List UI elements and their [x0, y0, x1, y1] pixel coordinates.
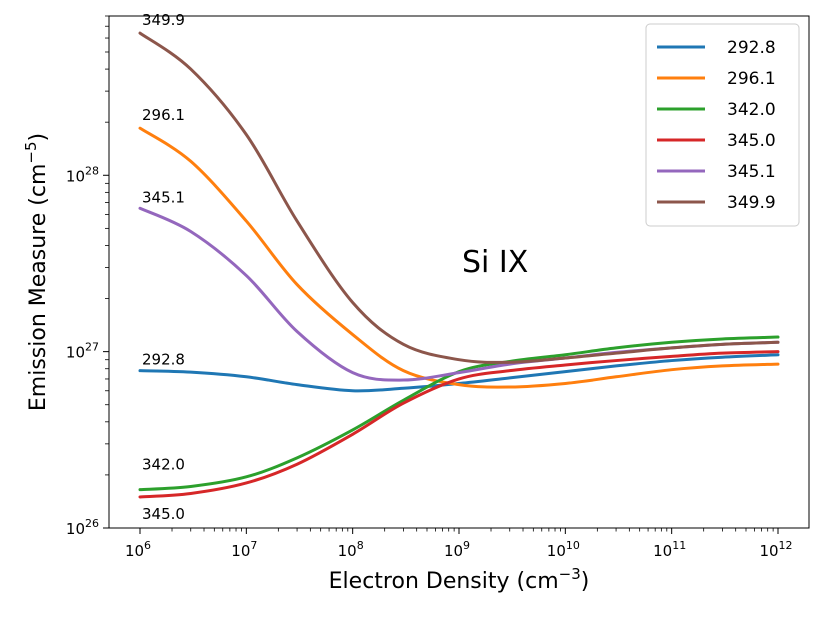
annotation-345-0: 345.0 — [142, 505, 185, 523]
legend-label-345-1: 345.1 — [727, 162, 776, 182]
series-line-349-9 — [138, 31, 780, 364]
annotation-296-1: 296.1 — [142, 106, 185, 124]
x-axis-title: Electron Density (cm−3) — [329, 565, 590, 594]
x-tick-label: 1011 — [653, 539, 686, 560]
x-tick-label: 107 — [231, 539, 257, 560]
x-tick-label: 108 — [338, 539, 364, 560]
x-axis-ticks: 106 107 108 109 1010 1011 1012 — [125, 528, 793, 560]
legend-box — [645, 23, 800, 227]
y-axis-title: Emission Measure (cm−5) — [22, 133, 51, 411]
annotation-349-9: 349.9 — [142, 11, 185, 29]
annotation-292-8: 292.8 — [142, 351, 185, 369]
y-tick-label: 1027 — [66, 341, 99, 362]
y-axis-ticks: 1026 1027 1028 — [66, 15, 109, 538]
legend-label-342-0: 342.0 — [727, 100, 776, 120]
annotation-345-1: 345.1 — [142, 188, 185, 206]
x-tick-label: 1012 — [759, 539, 792, 560]
legend-label-296-1: 296.1 — [727, 69, 776, 89]
chart-title: Si IX — [462, 245, 528, 280]
series-annotations: 292.8 296.1 342.0 345.0 345.1 349.9 — [142, 11, 185, 523]
y-tick-label: 1028 — [66, 164, 99, 185]
series-line-345-0 — [138, 350, 780, 499]
x-tick-label: 1010 — [547, 539, 580, 560]
x-tick-label: 106 — [125, 539, 151, 560]
annotation-342-0: 342.0 — [142, 456, 185, 474]
legend-label-292-8: 292.8 — [727, 38, 776, 58]
legend-label-349-9: 349.9 — [727, 193, 776, 213]
x-tick-label: 109 — [444, 539, 470, 560]
legend: 292.8 296.1 342.0 345.0 345.1 349.9 — [645, 23, 800, 227]
y-tick-label: 1026 — [66, 517, 99, 538]
series-lines — [138, 31, 780, 499]
legend-label-345-0: 345.0 — [727, 131, 776, 151]
